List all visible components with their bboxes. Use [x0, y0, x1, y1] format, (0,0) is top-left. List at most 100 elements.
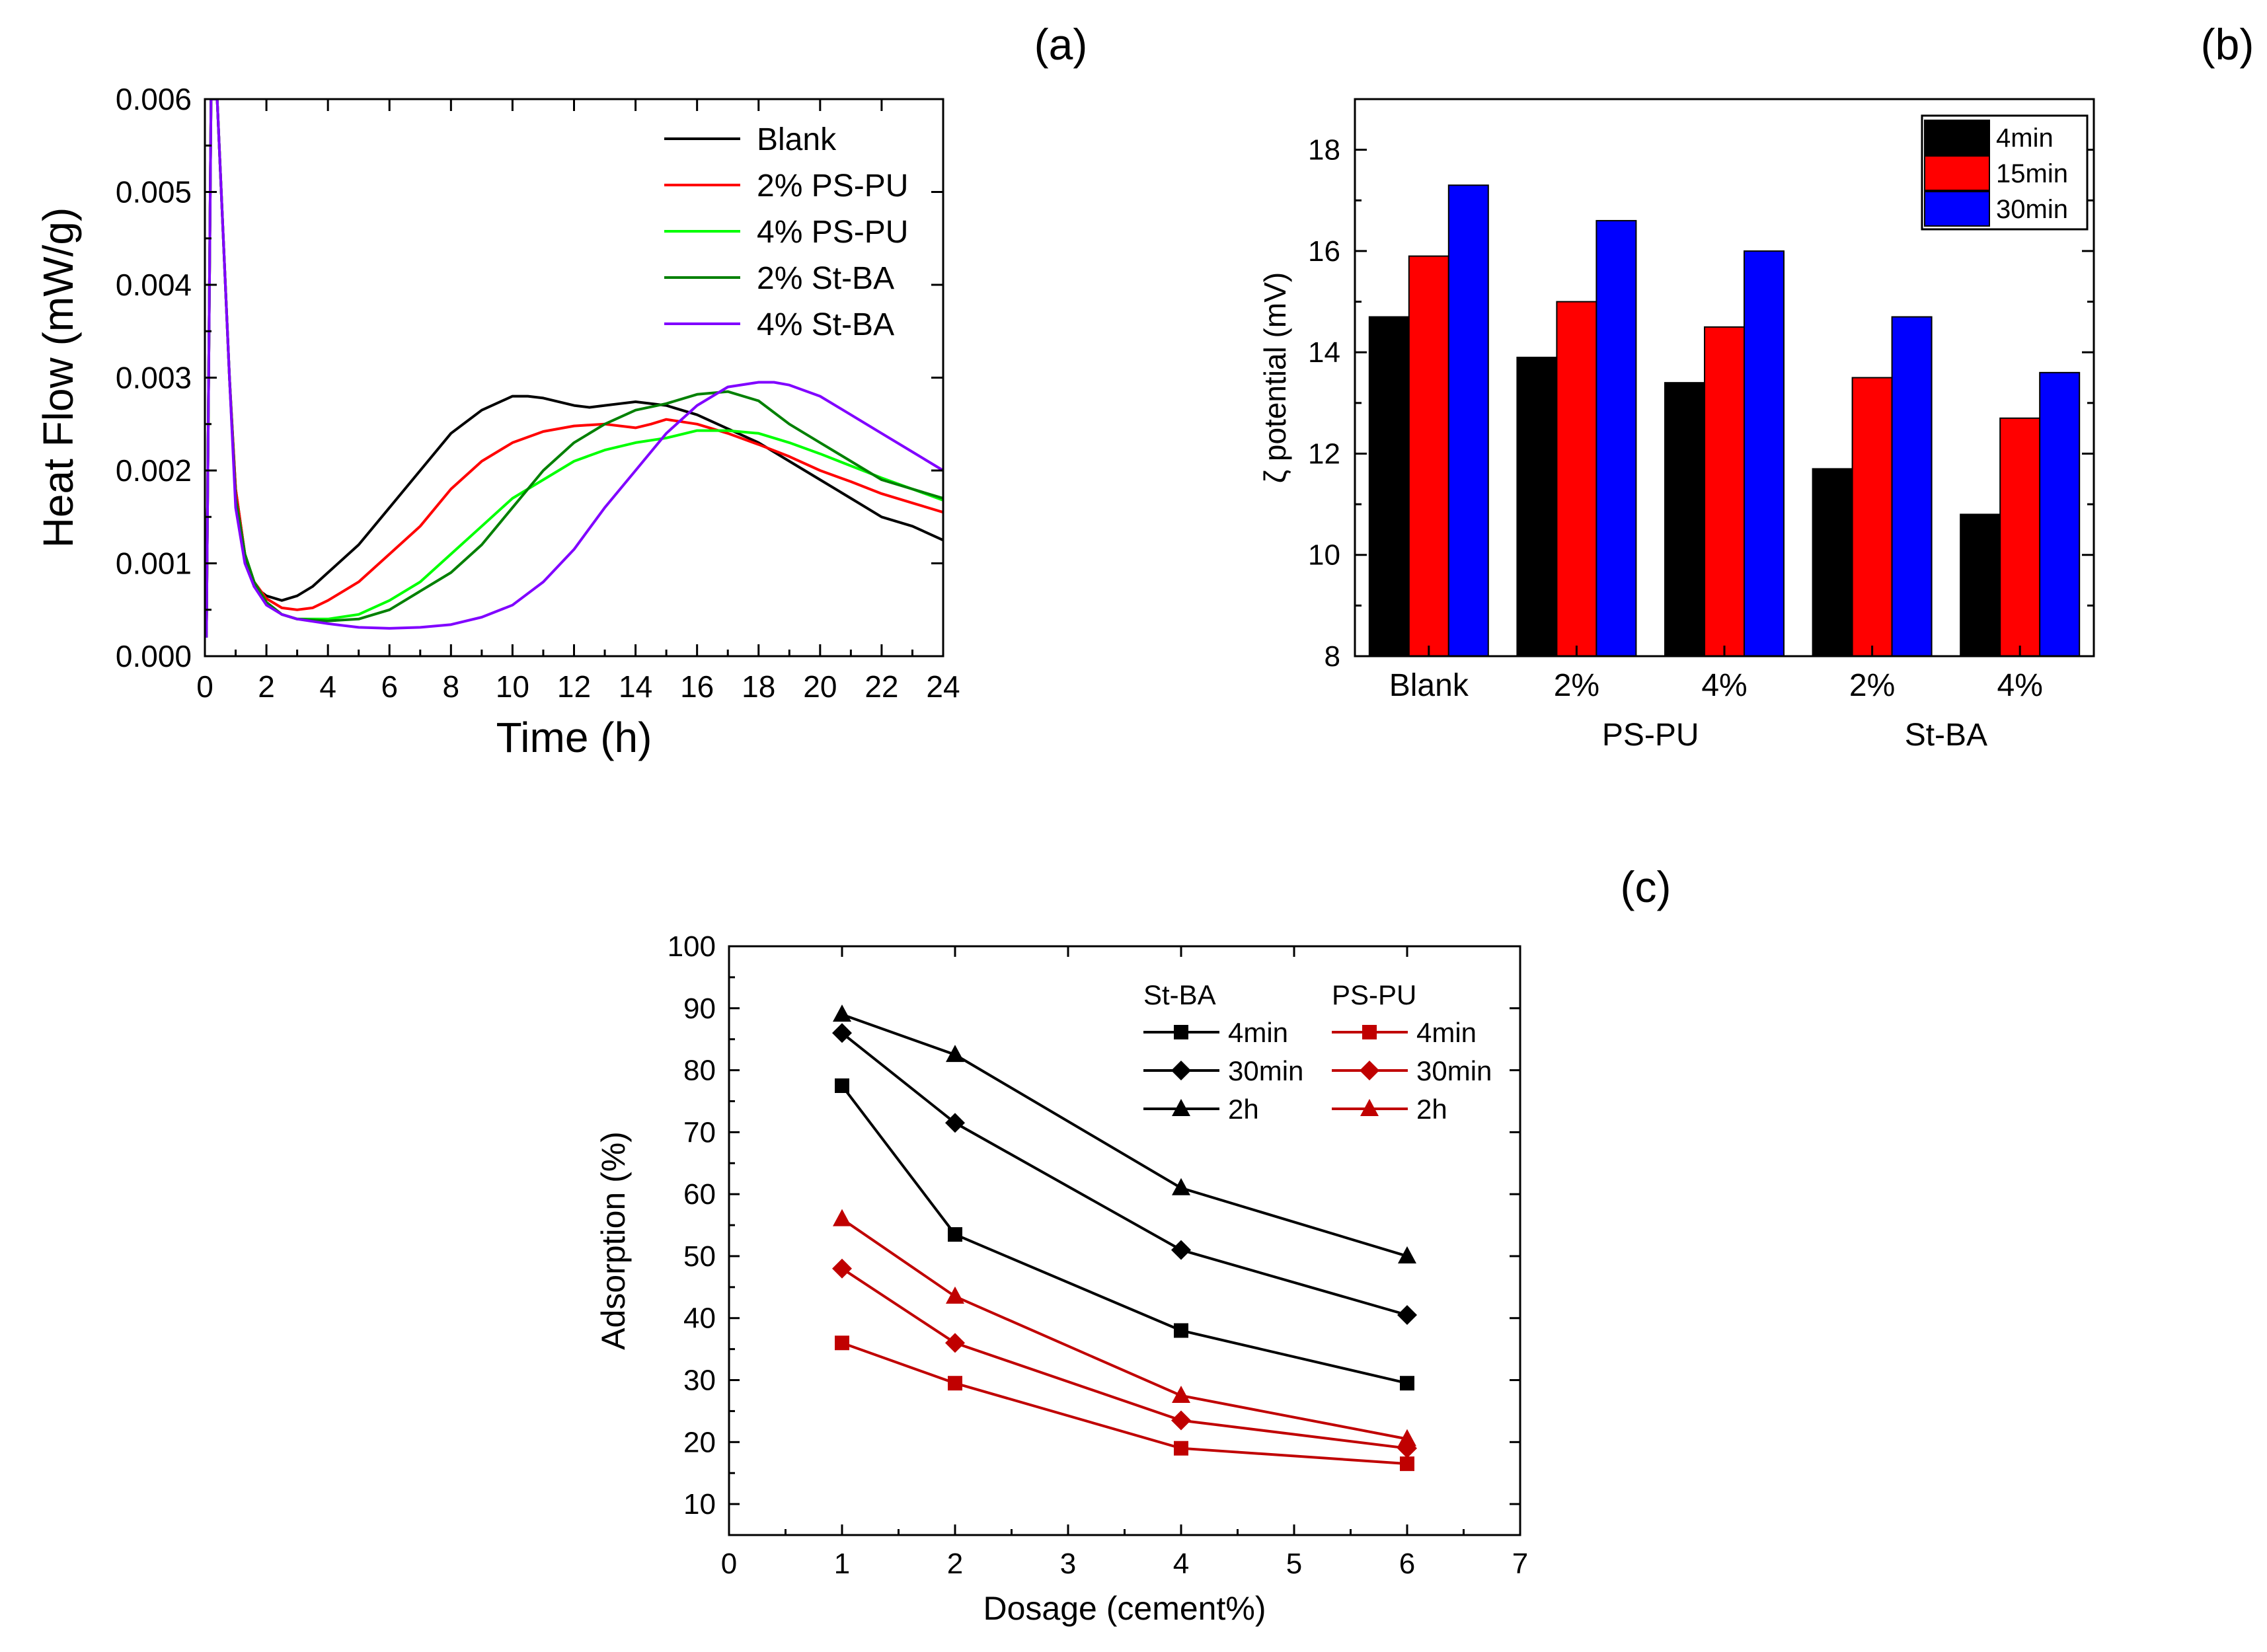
- legend-label-2-ps-pu: 2% PS-PU: [757, 169, 908, 204]
- y-tick-label: 0.006: [116, 82, 192, 116]
- legend-label-4-ps-pu: 4% PS-PU: [757, 215, 908, 250]
- bar-4min-0: [1368, 316, 1410, 657]
- category-label: 4%: [1997, 668, 2043, 703]
- y-tick-label: 10: [1308, 539, 1340, 572]
- y-axis-title: Adsorption (%): [595, 1131, 632, 1350]
- point-ps-pu-30min: [1171, 1410, 1191, 1431]
- series-line-2-st-ba: [205, 99, 943, 638]
- point-ps-pu-2h: [946, 1286, 964, 1304]
- x-tick-label: 20: [803, 669, 837, 704]
- bar-4min-2: [1664, 382, 1705, 657]
- x-tick-label: 0: [196, 669, 213, 704]
- series-line-st-ba-4min: [841, 1084, 1408, 1385]
- y-axis-title: ζ potential (mV): [1258, 272, 1292, 483]
- bar-15min-2: [1704, 326, 1745, 657]
- point-st-ba-30min: [1171, 1240, 1191, 1260]
- legend-label-30min: 30min: [1996, 195, 2068, 224]
- legend-label-4-st-ba: 4% St-BA: [757, 307, 894, 342]
- legend-marker-st-ba-30min: [1171, 1061, 1191, 1080]
- y-tick-label: 12: [1308, 437, 1340, 470]
- category-label: 2%: [1554, 668, 1599, 703]
- bar-15min-4: [1999, 417, 2041, 657]
- x-tick-label: 6: [381, 669, 398, 704]
- point-ps-pu-30min: [945, 1333, 965, 1353]
- point-ps-pu-4min: [1400, 1456, 1414, 1472]
- x-tick-label: 4: [1173, 1548, 1189, 1580]
- group-label-ps-pu: PS-PU: [1602, 718, 1699, 753]
- bar-15min-1: [1556, 301, 1597, 657]
- point-ps-pu-30min: [832, 1258, 852, 1279]
- x-tick-label: 5: [1286, 1548, 1302, 1580]
- legend-swatch-30min: [1924, 191, 1990, 227]
- legend-label-ps-pu-2h: 2h: [1416, 1094, 1447, 1125]
- x-tick-label: 24: [926, 669, 960, 704]
- point-ps-pu-4min: [948, 1376, 962, 1391]
- bar-15min-3: [1851, 377, 1893, 657]
- x-tick-label: 6: [1399, 1548, 1415, 1580]
- bar-4min-3: [1812, 468, 1853, 657]
- y-tick-label: 50: [683, 1240, 716, 1273]
- y-tick-label: 40: [683, 1302, 716, 1335]
- point-st-ba-2h: [833, 1004, 851, 1022]
- x-tick-label: 16: [680, 669, 714, 704]
- y-tick-label: 20: [683, 1426, 716, 1458]
- bar-4min-4: [1960, 513, 2001, 657]
- legend-marker-ps-pu-2h: [1360, 1099, 1379, 1116]
- y-tick-label: 0.004: [116, 268, 192, 302]
- category-label: 2%: [1849, 668, 1895, 703]
- y-tick-label: 0.002: [116, 453, 192, 488]
- point-st-ba-2h: [1172, 1178, 1190, 1195]
- legend-marker-ps-pu-4min: [1362, 1025, 1377, 1039]
- x-tick-label: 12: [557, 669, 591, 704]
- series-line-ps-pu-2h: [841, 1218, 1408, 1441]
- legend-label-ps-pu-30min: 30min: [1416, 1055, 1492, 1086]
- point-ps-pu-4min: [1174, 1441, 1188, 1456]
- legend-label-2-st-ba: 2% St-BA: [757, 261, 894, 296]
- legend-label-blank: Blank: [757, 122, 837, 157]
- x-axis-title: Dosage (cement%): [983, 1590, 1266, 1627]
- x-axis-title: Time (h): [496, 714, 652, 761]
- y-tick-label: 14: [1308, 336, 1340, 369]
- legend-marker-ps-pu-30min: [1360, 1061, 1379, 1080]
- y-tick-label: 100: [668, 930, 716, 963]
- x-tick-label: 18: [742, 669, 775, 704]
- point-st-ba-4min: [1400, 1376, 1414, 1391]
- point-ps-pu-2h: [833, 1209, 851, 1226]
- series-line-ps-pu-4min: [841, 1341, 1408, 1466]
- point-st-ba-4min: [835, 1078, 849, 1094]
- y-tick-label: 0.001: [116, 546, 192, 581]
- series-line-ps-pu-30min: [841, 1267, 1408, 1450]
- legend-marker-st-ba-4min: [1174, 1025, 1188, 1039]
- point-ps-pu-2h: [1172, 1385, 1190, 1403]
- x-tick-label: 2: [258, 669, 275, 704]
- legend-label-st-ba-4min: 4min: [1228, 1017, 1288, 1048]
- bar-30min-4: [2039, 371, 2081, 657]
- point-st-ba-4min: [948, 1227, 962, 1242]
- x-tick-label: 4: [319, 669, 336, 704]
- point-st-ba-4min: [1174, 1323, 1188, 1338]
- point-st-ba-30min: [945, 1113, 965, 1133]
- category-label: 4%: [1701, 668, 1747, 703]
- x-tick-label: 3: [1060, 1548, 1076, 1580]
- legend-label-ps-pu-4min: 4min: [1416, 1017, 1477, 1048]
- legend-swatch-4min: [1924, 120, 1990, 155]
- panel-label-a: (a): [1034, 20, 1088, 69]
- bar-15min-0: [1408, 255, 1449, 657]
- x-tick-label: 0: [721, 1548, 737, 1580]
- legend-title-ps-pu: PS-PU: [1332, 979, 1416, 1010]
- legend-label-st-ba-30min: 30min: [1228, 1055, 1303, 1086]
- y-tick-label: 18: [1308, 134, 1340, 167]
- legend-title-st-ba: St-BA: [1143, 979, 1216, 1010]
- bar-30min-2: [1744, 250, 1785, 657]
- series-line-4-st-ba: [205, 99, 943, 638]
- x-tick-label: 1: [834, 1548, 850, 1580]
- y-tick-label: 60: [683, 1178, 716, 1211]
- y-tick-label: 16: [1308, 235, 1340, 268]
- legend-swatch-15min: [1924, 155, 1990, 191]
- y-tick-label: 10: [683, 1488, 716, 1521]
- x-tick-label: 2: [947, 1548, 963, 1580]
- y-tick-label: 0.000: [116, 639, 192, 673]
- y-axis-title: Heat Flow (mW/g): [34, 207, 82, 548]
